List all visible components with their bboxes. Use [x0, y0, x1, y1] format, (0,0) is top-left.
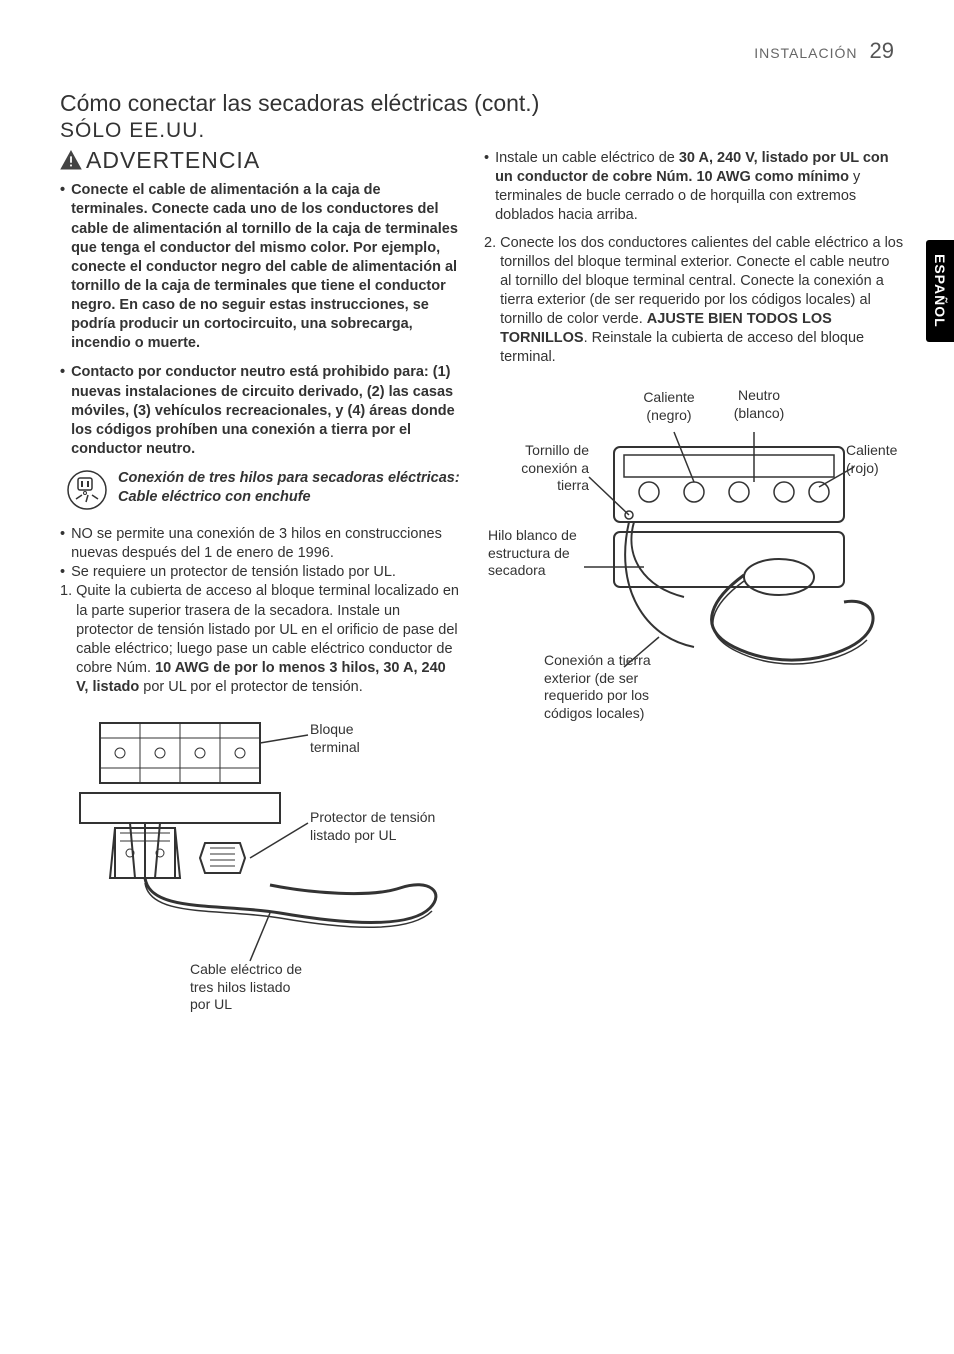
page-title: Cómo conectar las secadoras eléctricas (… — [60, 90, 904, 117]
diag2-hot-black: Caliente (negro) — [634, 389, 704, 424]
warning-label: ADVERTENCIA — [86, 145, 260, 175]
warning-icon — [60, 150, 82, 170]
diag2-ext-ground: Conexión a tierra exterior (de ser reque… — [544, 652, 694, 722]
section-label: INSTALACIÓN — [754, 45, 857, 61]
right-column: • Instale un cable eléctrico de 30 A, 24… — [484, 143, 904, 1033]
warning-bullet-1: • Conecte el cable de alimentación a la … — [60, 181, 460, 353]
warning-bullet-2: • Contacto por conductor neutro está pro… — [60, 363, 460, 459]
diag2-ground-screw: Tornillo de conexión a tierra — [504, 442, 589, 495]
plug-note: Conexión de tres hilos para secadoras el… — [118, 469, 460, 507]
diagram-terminal-block: Bloque terminal Protector de tensión lis… — [60, 713, 460, 1033]
left-column: ADVERTENCIA • Conecte el cable de alimen… — [60, 143, 460, 1033]
page-subtitle: SÓLO EE.UU. — [60, 119, 904, 143]
plug-note-row: Conexión de tres hilos para secadoras el… — [66, 469, 460, 511]
diag2-neutral: Neutro (blanco) — [724, 387, 794, 422]
diag2-hot-red: Caliente (rojo) — [846, 442, 906, 477]
warning-header: ADVERTENCIA — [60, 145, 460, 175]
diag1-label-relief: Protector de tensión listado por UL — [310, 809, 460, 844]
diag1-label-terminal: Bloque terminal — [310, 721, 400, 756]
step-2: 2. Conecte los dos conductores calientes… — [484, 234, 904, 368]
page-header: INSTALACIÓN 29 — [60, 38, 904, 64]
diagram-wiring: Caliente (negro) Neutro (blanco) Tornill… — [484, 387, 904, 747]
diag1-label-cord: Cable eléctrico de tres hilos listado po… — [190, 961, 310, 1014]
step-1: 1. Quite la cubierta de acceso al bloque… — [60, 582, 460, 697]
note-2: • Se requiere un protector de tensión li… — [60, 563, 460, 582]
diag2-white-wire: Hilo blanco de estructura de secadora — [488, 527, 583, 580]
note-1: • NO se permite una conexión de 3 hilos … — [60, 525, 460, 563]
right-bullet-1: • Instale un cable eléctrico de 30 A, 24… — [484, 149, 904, 226]
plug-icon — [66, 469, 108, 511]
content-columns: ADVERTENCIA • Conecte el cable de alimen… — [60, 143, 904, 1033]
page-number: 29 — [870, 38, 894, 64]
language-tab: ESPAÑOL — [926, 240, 954, 342]
